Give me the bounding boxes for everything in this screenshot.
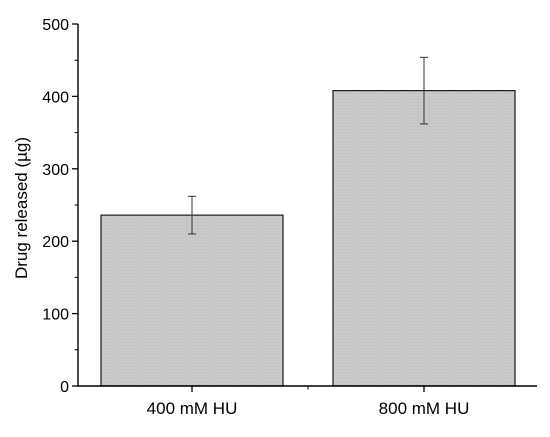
x-ticks: 400 mM HU 800 mM HU: [147, 386, 470, 418]
bar-1: [100, 214, 284, 387]
y-tick-label: 300: [42, 162, 69, 179]
bars-layer: [100, 90, 516, 387]
y-axis-label: Drug released (µg): [12, 137, 31, 279]
y-tick-label: 400: [42, 89, 69, 106]
y-tick-label: 100: [42, 307, 69, 324]
y-tick-label: 0: [60, 379, 69, 396]
x-tick-label: 800 mM HU: [379, 399, 470, 418]
x-tick-label: 400 mM HU: [147, 399, 238, 418]
bar-2: [332, 90, 516, 387]
y-tick-label: 500: [42, 17, 69, 34]
error-bars-layer: [188, 56, 428, 235]
y-tick-label: 200: [42, 234, 69, 251]
y-ticks: 0 100 200 300 400 500: [42, 17, 78, 396]
